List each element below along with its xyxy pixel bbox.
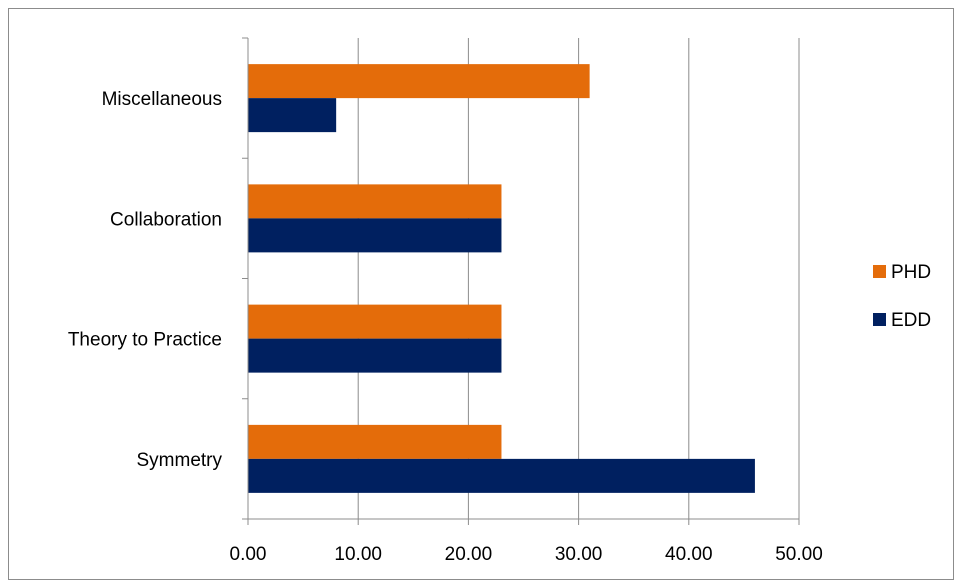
x-tick-label: 10.00 bbox=[334, 544, 382, 565]
bar-phd bbox=[248, 304, 502, 339]
legend-label: EDD bbox=[891, 310, 931, 331]
category-label: Theory to Practice bbox=[68, 330, 222, 351]
axes bbox=[242, 37, 800, 525]
bar-edd bbox=[248, 98, 337, 133]
bar-edd bbox=[248, 218, 502, 253]
bar-phd bbox=[248, 64, 590, 99]
labels: 0.00 10.00 20.00 30.00 40.00 50.00 Symmetry The… bbox=[68, 89, 823, 565]
legend-label: PHD bbox=[891, 262, 931, 283]
bar-edd bbox=[248, 458, 755, 493]
x-tick-label: 20.00 bbox=[445, 544, 493, 565]
x-tick-label: 30.00 bbox=[555, 544, 603, 565]
category-label: Miscellaneous bbox=[102, 89, 222, 110]
legend-swatch bbox=[873, 265, 886, 278]
category-label: Symmetry bbox=[137, 450, 223, 471]
bars bbox=[248, 64, 755, 493]
bar-edd bbox=[248, 338, 502, 373]
bar-phd bbox=[248, 424, 502, 459]
category-label: Collaboration bbox=[110, 209, 222, 230]
legend-swatch bbox=[873, 313, 886, 326]
bar-phd bbox=[248, 184, 502, 219]
legend: PHD EDD bbox=[873, 262, 931, 331]
x-tick-label: 0.00 bbox=[230, 544, 267, 565]
x-tick-label: 50.00 bbox=[775, 544, 823, 565]
x-tick-label: 40.00 bbox=[665, 544, 713, 565]
